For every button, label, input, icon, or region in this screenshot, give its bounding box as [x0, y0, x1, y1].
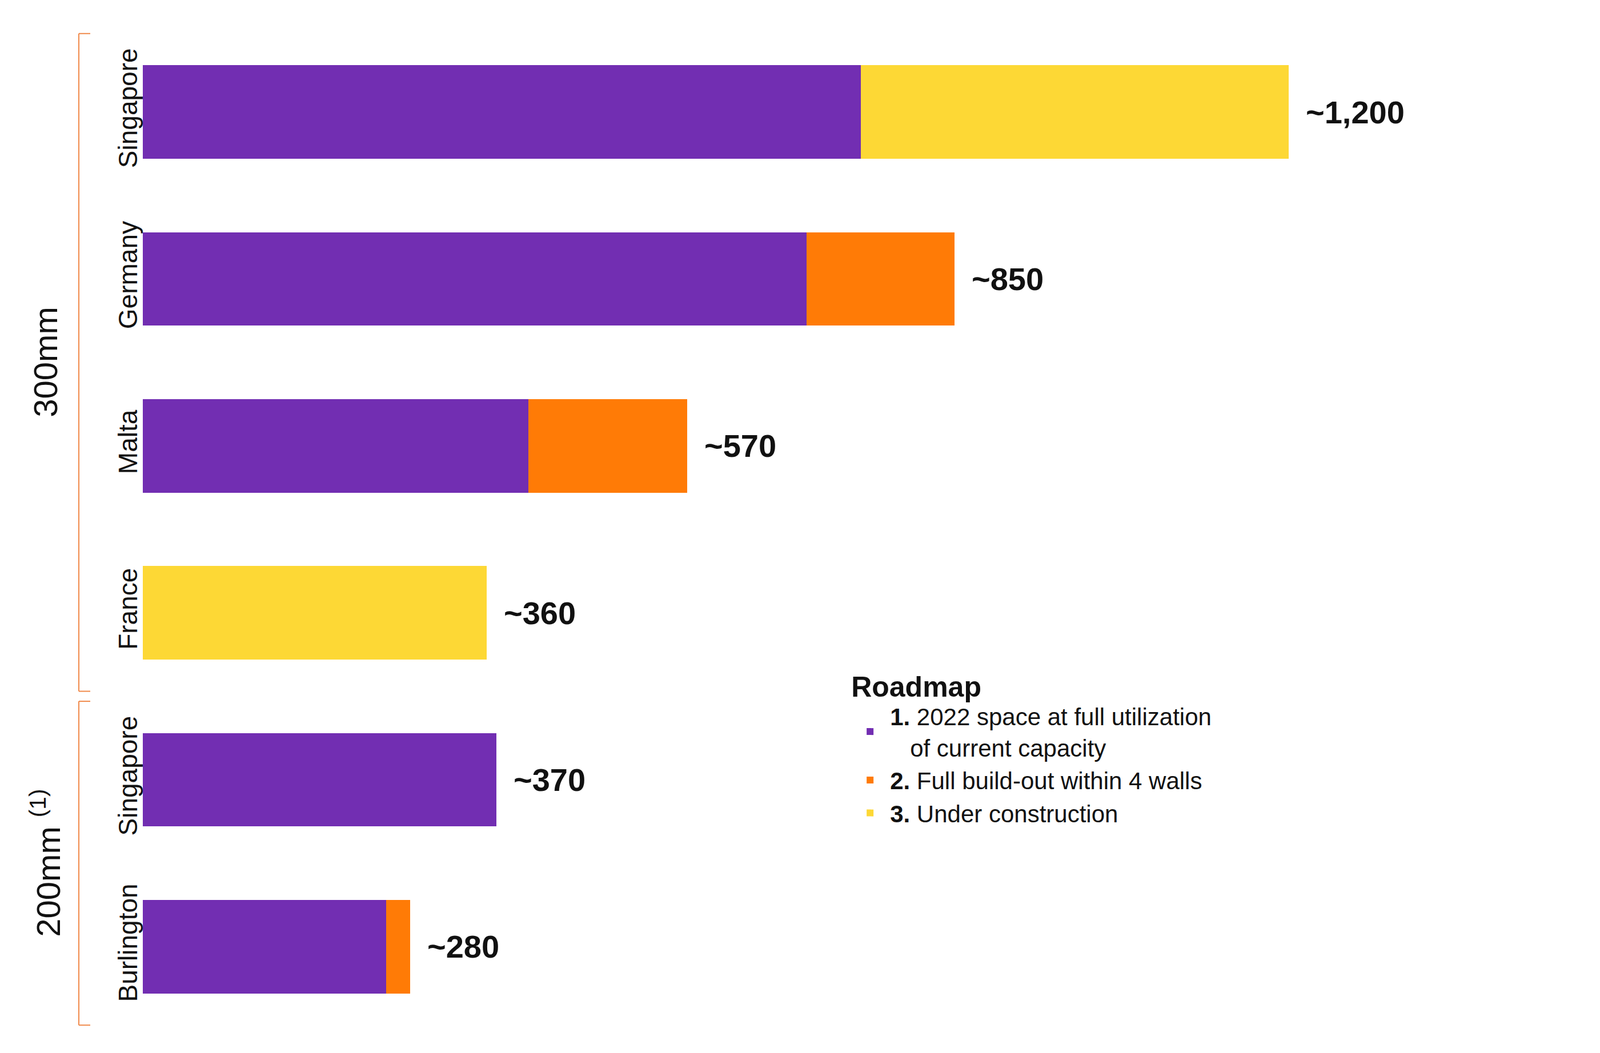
svg-text:Burlington: Burlington — [113, 883, 143, 1002]
svg-text:200mm ​(1)​: 200mm ​(1)​ — [24, 789, 67, 938]
svg-text:~570: ~570 — [704, 427, 777, 464]
svg-text:Singapore: Singapore — [113, 716, 143, 837]
svg-text:Malta: Malta — [113, 409, 143, 475]
svg-text:~370: ~370 — [513, 762, 586, 799]
svg-text:2. Full build-out within 4 wal: 2. Full build-out within 4 walls — [889, 767, 1202, 795]
svg-text:Germany: Germany — [113, 221, 143, 330]
svg-text:~1,200: ~1,200 — [1305, 94, 1405, 131]
svg-text:3. Under construction: 3. Under construction — [889, 800, 1118, 828]
svg-text:~280: ~280 — [427, 928, 500, 965]
svg-text:1. 2022 space at full utilizat: 1. 2022 space at full utilization of cur… — [889, 703, 1212, 763]
svg-text:Singapore: Singapore — [113, 47, 143, 168]
svg-text:Roadmap: Roadmap — [851, 671, 982, 704]
svg-text:France: France — [113, 568, 143, 651]
svg-text:~850: ~850 — [971, 261, 1044, 298]
svg-text:300mm: 300mm — [26, 306, 64, 417]
svg-text:~360: ~360 — [503, 595, 576, 632]
